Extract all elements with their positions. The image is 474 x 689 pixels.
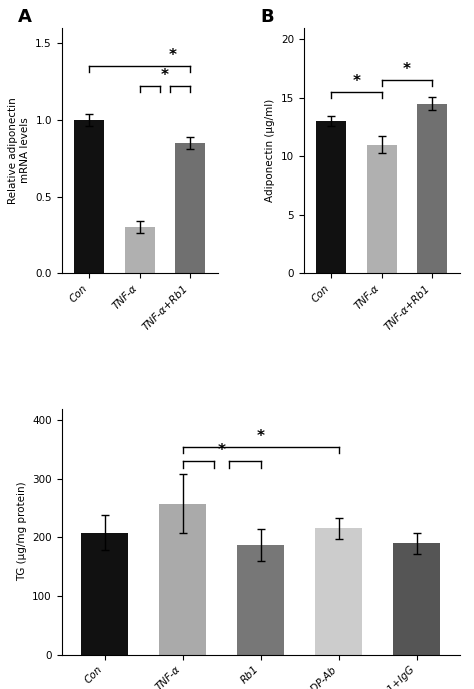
Bar (417, 103, 447, 274)
Bar (237, 545, 284, 655)
Bar (366, 145, 397, 274)
Text: *: * (403, 62, 411, 77)
Bar (74, 120, 104, 274)
Y-axis label: Adiponectin (μg/ml): Adiponectin (μg/ml) (265, 99, 275, 202)
Y-axis label: TG (μg/mg protein): TG (μg/mg protein) (17, 482, 27, 582)
Bar (393, 544, 440, 655)
Text: *: * (218, 444, 226, 458)
Y-axis label: Relative adiponectin
mRNA levels: Relative adiponectin mRNA levels (8, 97, 30, 204)
Bar (315, 528, 362, 655)
Text: *: * (168, 48, 176, 63)
Text: B: B (260, 8, 273, 26)
Text: *: * (257, 429, 264, 444)
Text: *: * (353, 74, 361, 89)
Text: A: A (18, 8, 32, 26)
Bar (316, 121, 346, 274)
Text: *: * (161, 68, 169, 83)
Bar (175, 143, 205, 274)
Bar (81, 533, 128, 655)
Bar (125, 227, 155, 274)
Bar (159, 504, 206, 655)
